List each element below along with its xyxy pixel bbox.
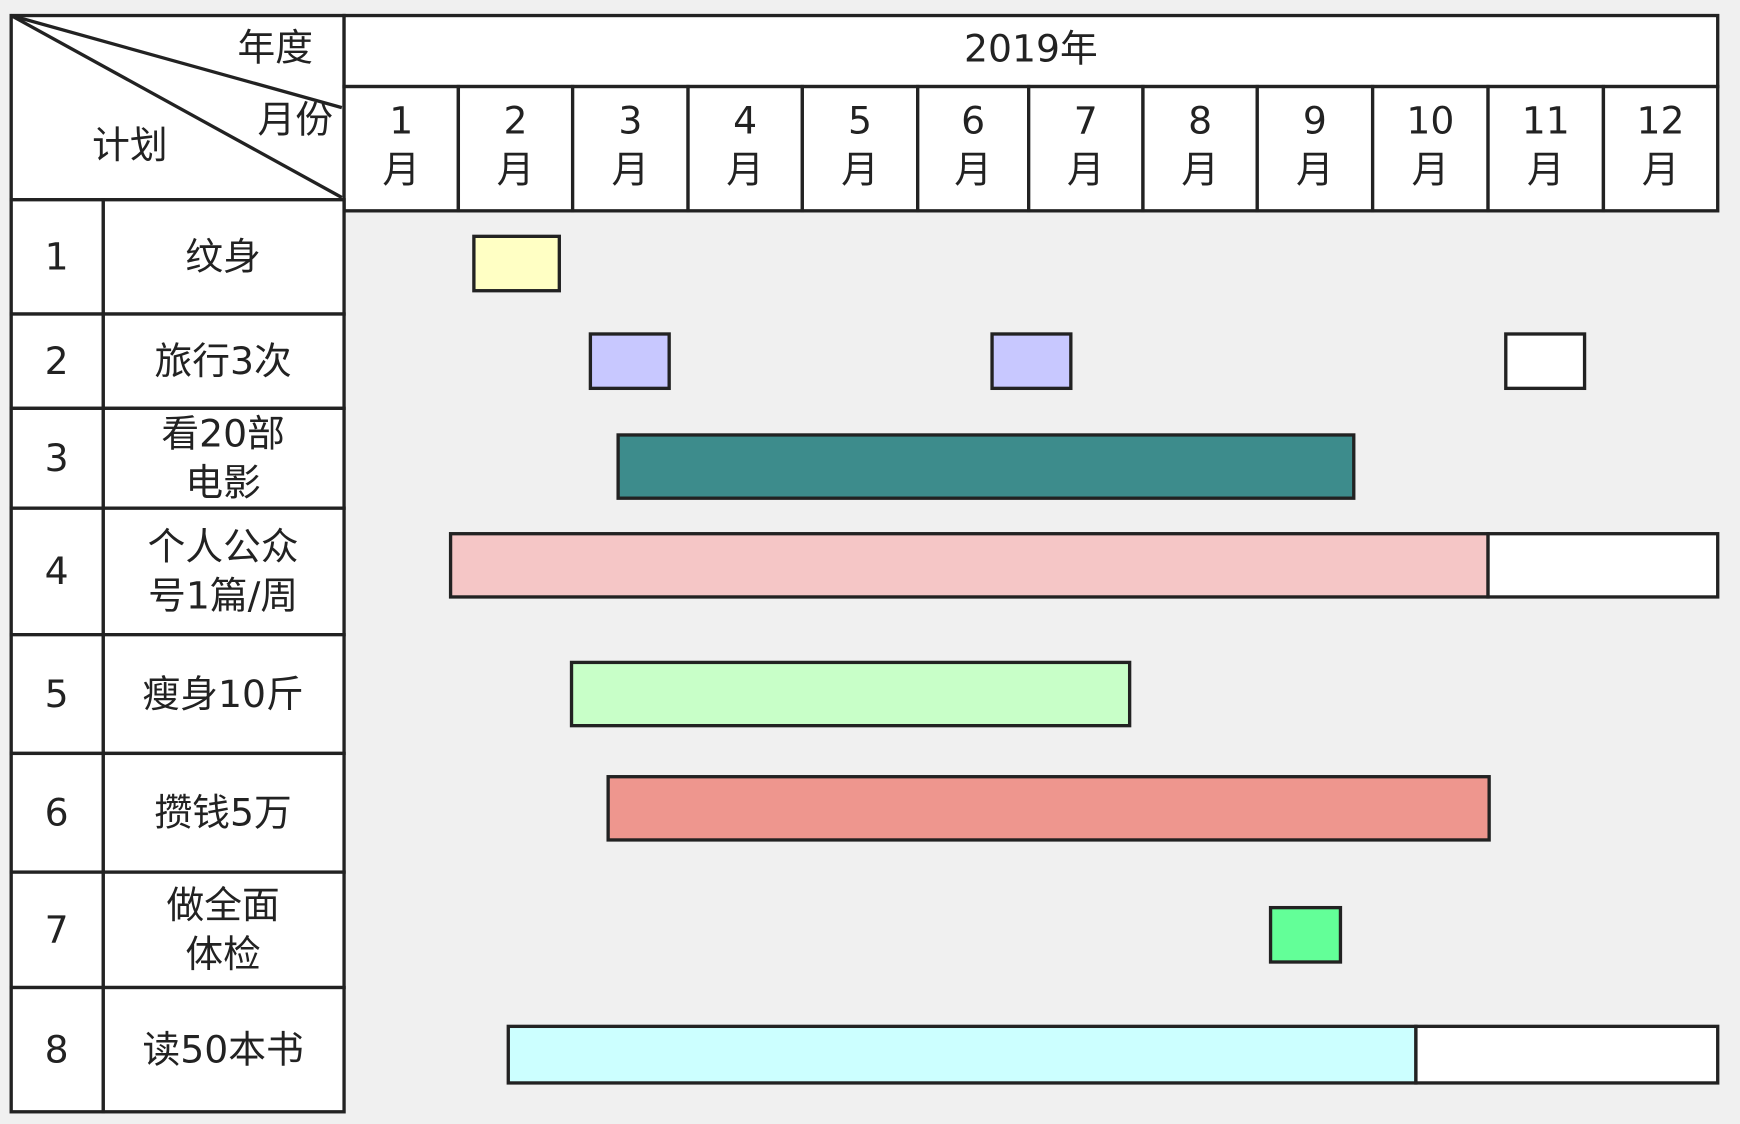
bars [448, 234, 1720, 1085]
task-name: 体检 [185, 932, 260, 976]
bar [1268, 905, 1343, 964]
task-name: 旅行3次 [155, 339, 292, 383]
month-text: 月 [1067, 147, 1105, 191]
month-text: 12 [1637, 99, 1685, 143]
month-text: 月 [382, 147, 420, 191]
task-name: 个人公众 [148, 525, 299, 569]
month-text: 月 [954, 147, 992, 191]
row-number: 8 [45, 1027, 69, 1071]
diagonal [10, 14, 343, 199]
row-number: 4 [45, 549, 69, 593]
month-cell [916, 84, 1031, 213]
month-text: 1 [389, 99, 413, 143]
year-cell [342, 13, 1720, 89]
month-cell [1027, 84, 1145, 213]
bar [506, 1024, 1418, 1085]
plan-label: 计划 [92, 123, 167, 167]
month-text: 3 [618, 99, 642, 143]
month-text: 月 [841, 147, 879, 191]
task-cell [101, 751, 346, 874]
task-name: 读50本书 [143, 1027, 304, 1071]
month-text: 11 [1522, 99, 1570, 143]
no-cell [9, 198, 105, 316]
bar [990, 332, 1073, 391]
row-number: 6 [45, 790, 69, 834]
no-cell [9, 506, 105, 637]
bar [606, 775, 1491, 842]
task-cell [101, 633, 346, 756]
task-name: 瘦身10斤 [143, 672, 304, 716]
month-text: 月 [1642, 147, 1680, 191]
bar [616, 433, 1356, 500]
task-cell [101, 312, 346, 410]
task-name: 做全面 [167, 883, 280, 927]
bar [448, 532, 1490, 599]
month-text: 月 [1296, 147, 1334, 191]
month-text: 5 [848, 99, 872, 143]
month-text: 2 [503, 99, 527, 143]
month-cell [1141, 84, 1259, 213]
month-text: 4 [733, 99, 757, 143]
row-number: 3 [45, 436, 69, 480]
month-cell [1370, 84, 1490, 213]
month-text: 8 [1188, 99, 1212, 143]
month-text: 月 [1181, 147, 1219, 191]
bar [569, 660, 1132, 728]
year-label: 年度 [238, 25, 313, 69]
month-text: 月 [1411, 147, 1449, 191]
month-text: 7 [1074, 99, 1098, 143]
month-cell [1255, 84, 1375, 213]
month-text: 10 [1406, 99, 1454, 143]
month-cell [342, 84, 461, 213]
task-cell [101, 406, 346, 510]
row-number: 2 [45, 339, 69, 383]
month-text: 9 [1303, 99, 1327, 143]
row-number: 5 [45, 672, 69, 716]
month-text: 6 [961, 99, 985, 143]
month-text: 月 [497, 147, 535, 191]
bar [1414, 1024, 1720, 1085]
task-cell [101, 985, 346, 1114]
row-number: 7 [45, 908, 69, 952]
task-name: 号1篇/周 [148, 574, 298, 618]
month-text: 月 [611, 147, 649, 191]
task-cell [101, 506, 346, 637]
year: 2019年 [964, 27, 1098, 71]
month-text: 月 [1527, 147, 1565, 191]
bar [588, 332, 671, 391]
diagonal [10, 13, 343, 110]
task-cell [101, 198, 346, 316]
no-cell [9, 870, 105, 990]
month-label: 月份 [258, 98, 333, 142]
month-cell [800, 84, 920, 213]
month-cell [1601, 84, 1720, 213]
task-name: 看20部 [161, 412, 284, 456]
task-name: 攒钱5万 [155, 790, 292, 834]
bar [1504, 332, 1587, 391]
no-cell [9, 633, 105, 756]
bar [1486, 532, 1720, 599]
row-number: 1 [45, 235, 69, 279]
task-name: 电影 [185, 460, 260, 504]
task-name: 纹身 [185, 235, 260, 279]
bar [472, 234, 561, 293]
month-cell [686, 84, 804, 213]
month-text: 月 [726, 147, 764, 191]
month-cell [456, 84, 575, 213]
no-cell [9, 312, 105, 410]
